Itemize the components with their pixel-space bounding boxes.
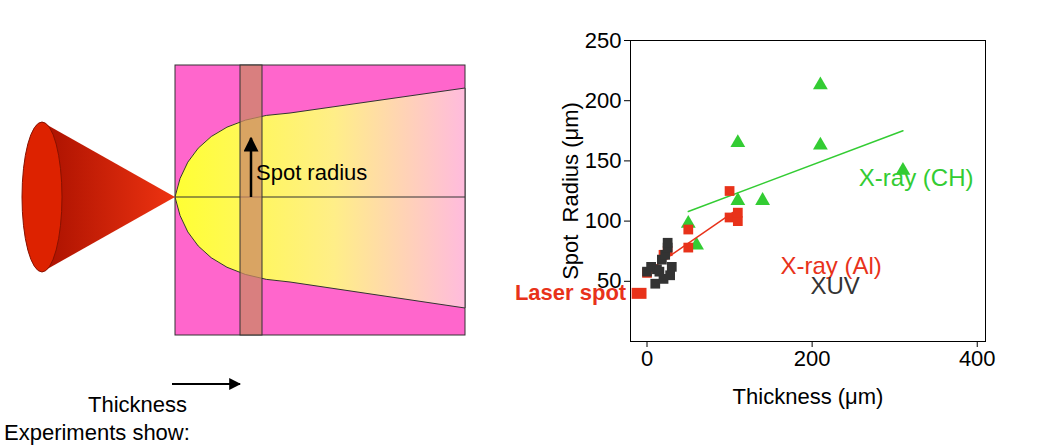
svg-text:Spot radius: Spot radius: [256, 160, 367, 185]
svg-text:Thickness (μm): Thickness (μm): [733, 384, 884, 409]
svg-text:100: 100: [585, 208, 622, 233]
svg-text:400: 400: [959, 346, 996, 371]
svg-text:X-ray (CH): X-ray (CH): [859, 164, 974, 191]
svg-text:0: 0: [641, 346, 653, 371]
svg-text:Laser spot: Laser spot: [515, 280, 627, 305]
svg-text:Thickness: Thickness: [88, 392, 187, 417]
svg-text:200: 200: [585, 88, 622, 113]
svg-text:250: 250: [585, 28, 622, 53]
svg-text:Spot Radius (μm): Spot Radius (μm): [558, 102, 583, 280]
svg-text:200: 200: [794, 346, 831, 371]
svg-text:Experiments show:: Experiments show:: [4, 420, 190, 445]
svg-text:150: 150: [585, 148, 622, 173]
svg-text:X-ray (Al): X-ray (Al): [780, 251, 882, 279]
svg-text:XUV: XUV: [811, 272, 860, 299]
